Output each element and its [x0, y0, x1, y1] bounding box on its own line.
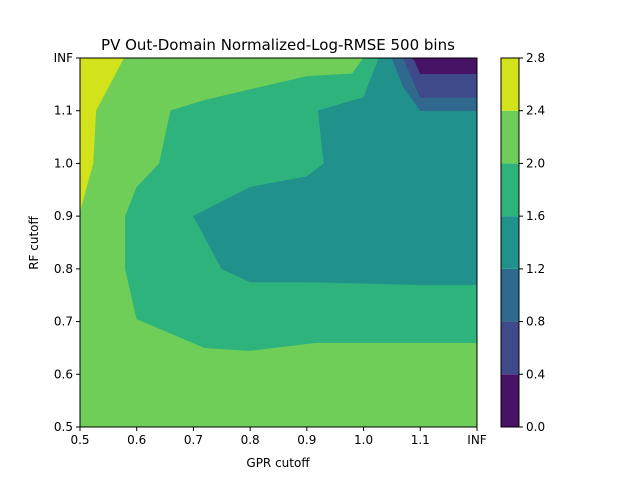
- y-tick-label: 1.0: [54, 156, 73, 170]
- colorbar-band: [501, 58, 519, 111]
- colorbar-band: [501, 216, 519, 269]
- y-tick-label: 0.8: [54, 262, 73, 276]
- y-tick-label: 0.6: [54, 367, 73, 381]
- colorbar-tick-label: 2.8: [526, 51, 545, 65]
- colorbar-tick-label: 2.0: [526, 156, 545, 170]
- plot-frame: [79, 57, 478, 428]
- colorbar-tick-label: 1.6: [526, 209, 545, 223]
- x-tick-label: 0.5: [70, 433, 89, 447]
- colorbar-tick-label: 0.4: [526, 367, 545, 381]
- contour-region-1.2-to-1.6: [193, 57, 478, 285]
- y-axis-ticks: 0.5 0.6 0.7 0.8 0.9 1.0 1.1 INF: [54, 51, 80, 434]
- colorbar-tick-label: 1.2: [526, 262, 545, 276]
- y-axis-label: RF cutoff: [27, 215, 41, 269]
- x-axis-label: GPR cutoff: [246, 456, 310, 470]
- y-tick-label: INF: [54, 51, 74, 65]
- colorbar-band: [501, 321, 519, 375]
- contour-region-0.0-to-0.4: [411, 57, 478, 75]
- x-tick-label: 1.0: [354, 433, 373, 447]
- colorbar-tick-label: 2.4: [526, 104, 545, 118]
- x-tick-label: 0.7: [184, 433, 203, 447]
- y-tick-label: 1.1: [54, 104, 73, 118]
- contour-regions: [79, 57, 478, 428]
- x-axis-ticks: 0.5 0.6 0.7 0.8 0.9 1.0 1.1 INF: [70, 427, 487, 447]
- x-tick-label: 0.9: [297, 433, 316, 447]
- colorbar: 0.0 0.4 0.8 1.2 1.6 2.0 2.4 2.8: [500, 51, 545, 434]
- x-tick-label: 0.6: [127, 433, 146, 447]
- colorbar-tick-label: 0.8: [526, 315, 545, 329]
- colorbar-tick-label: 0.0: [526, 420, 545, 434]
- chart-title: PV Out-Domain Normalized-Log-RMSE 500 bi…: [101, 36, 455, 54]
- x-tick-label: INF: [467, 433, 487, 447]
- x-tick-label: 1.1: [411, 433, 430, 447]
- y-tick-label: 0.5: [54, 420, 73, 434]
- colorbar-band: [501, 374, 519, 427]
- colorbar-band: [501, 268, 519, 322]
- colorbar-frame: [500, 57, 520, 428]
- colorbar-band: [501, 163, 519, 217]
- x-tick-label: 0.8: [241, 433, 260, 447]
- y-tick-label: 0.9: [54, 209, 73, 223]
- y-tick-label: 0.7: [54, 315, 73, 329]
- colorbar-band: [501, 110, 519, 164]
